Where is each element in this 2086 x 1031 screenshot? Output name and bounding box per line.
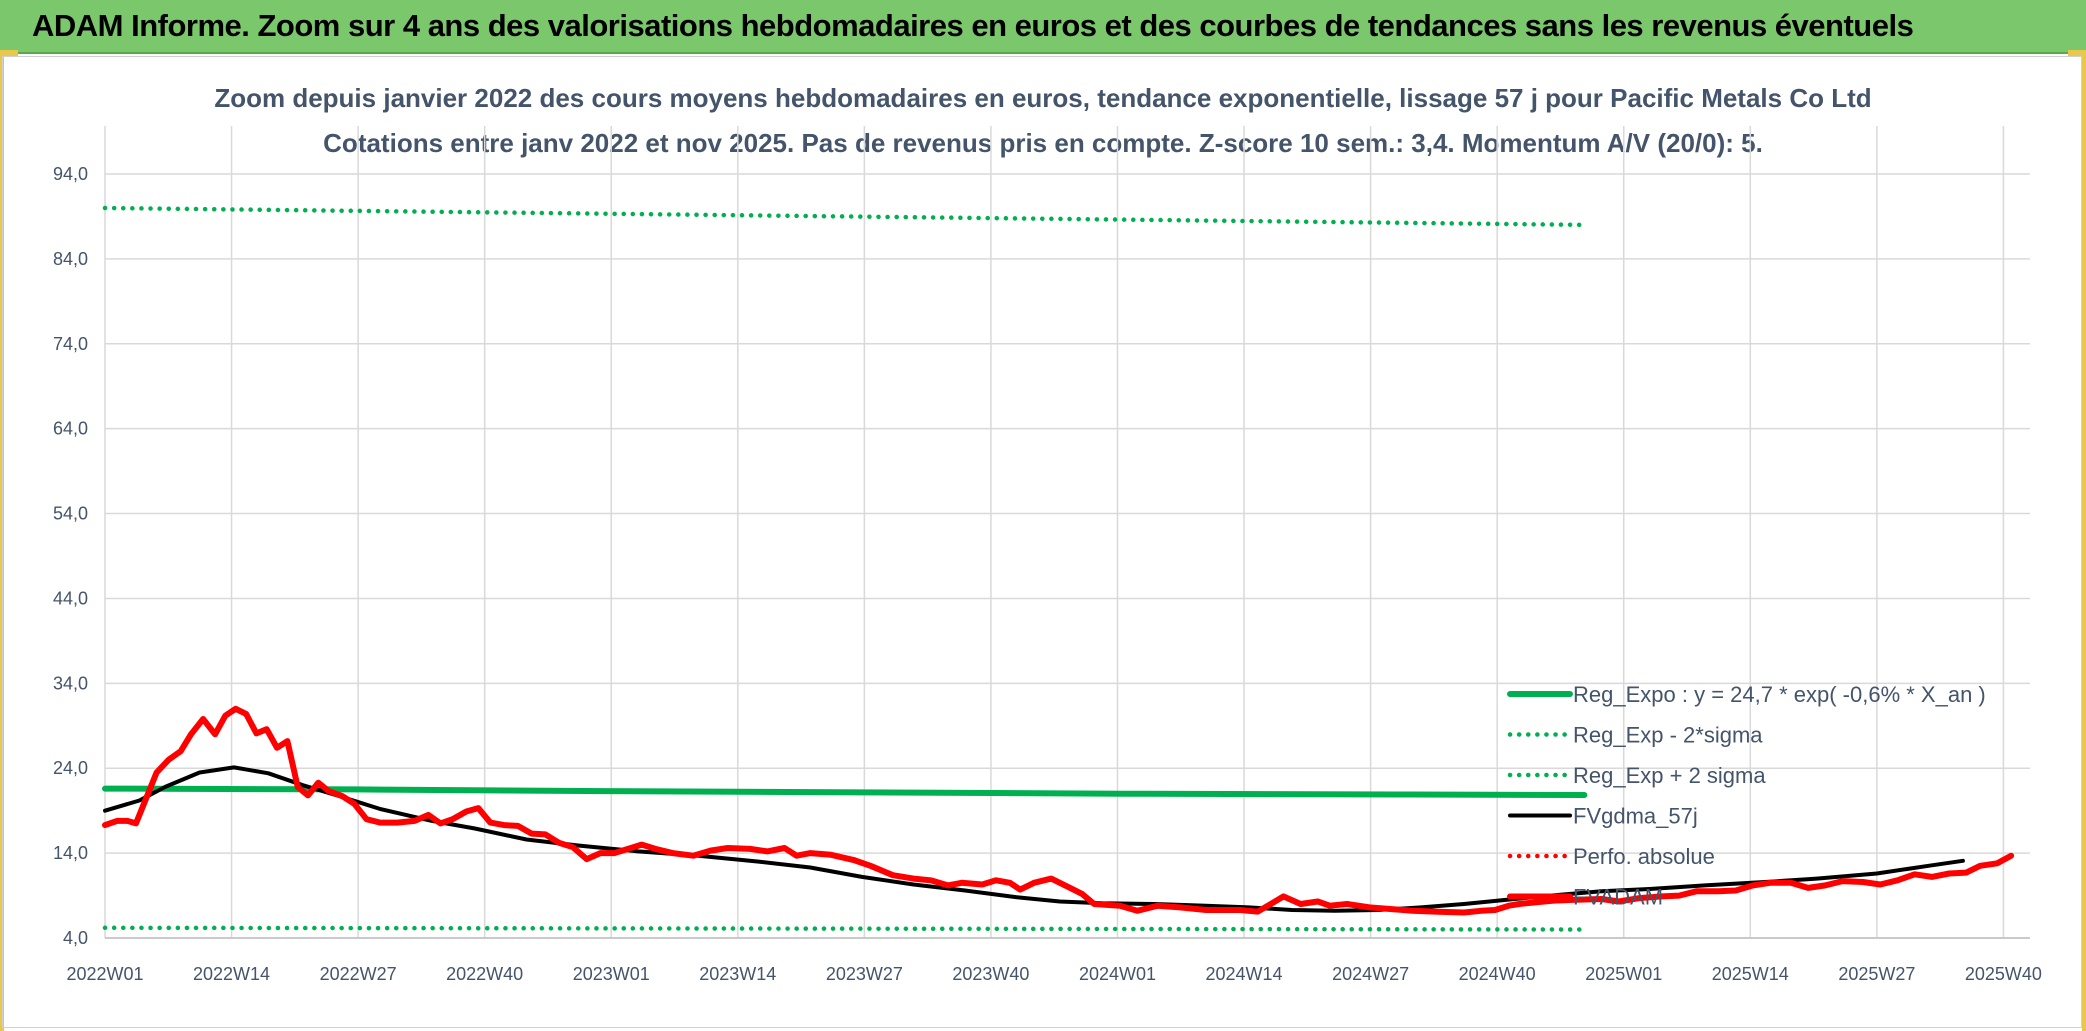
x-tick-label: 2024W27 [1332,964,1409,984]
x-tick-label: 2022W27 [320,964,397,984]
legend-label: FVgdma_57j [1573,804,1698,829]
header-banner: ADAM Informe. Zoom sur 4 ans des valoris… [0,0,2086,54]
y-tick-label: 84,0 [53,249,88,269]
legend-label: Reg_Expo : y = 24,7 * exp( -0,6% * X_an … [1573,682,1986,707]
chart-title: Zoom depuis janvier 2022 des cours moyen… [214,83,1871,113]
x-tick-label: 2023W40 [952,964,1029,984]
series-line-1 [102,925,1587,932]
y-tick-label: 34,0 [53,673,88,693]
legend-label: Reg_Exp + 2 sigma [1573,763,1766,788]
x-tick-label: 2022W01 [66,964,143,984]
y-tick-label: 54,0 [53,504,88,524]
y-tick-label: 4,0 [63,928,88,948]
gridlines [104,126,2030,939]
series-line-5 [102,705,2015,916]
banner-accent-right [2068,50,2086,56]
x-tick-label: 2023W14 [699,964,776,984]
series-line-0 [102,785,1588,798]
banner-title: ADAM Informe. Zoom sur 4 ans des valoris… [32,8,1914,43]
y-tick-label: 64,0 [53,419,88,439]
series-line-2 [102,205,1587,228]
x-tick-label: 2025W40 [1965,964,2042,984]
x-tick-label: 2022W40 [446,964,523,984]
x-tick-label: 2024W40 [1459,964,1536,984]
x-axis: 2022W01 2022W14 2022W27 2022W40 2023W01 2023W… [66,964,2041,984]
x-tick-label: 2023W27 [826,964,903,984]
legend-label: FVADAM [1573,885,1663,910]
x-tick-label: 2022W14 [193,964,270,984]
x-tick-label: 2025W01 [1585,964,1662,984]
banner-accent-left [0,50,18,56]
chart-subtitle: Cotations entre janv 2022 et nov 2025. P… [323,128,1763,158]
legend-label: Perfo. absolue [1573,844,1715,869]
legend: Reg_Expo : y = 24,7 * exp( -0,6% * X_an … [1507,682,1986,910]
y-tick-label: 24,0 [53,758,88,778]
legend-label: Reg_Exp - 2*sigma [1573,723,1763,748]
chart-area-border [2,56,2082,1028]
series-lines [102,205,2015,932]
x-tick-label: 2024W14 [1206,964,1283,984]
y-tick-label: 44,0 [53,588,88,608]
side-accent-right [2082,56,2086,1031]
x-tick-label: 2023W01 [573,964,650,984]
x-tick-label: 2024W01 [1079,964,1156,984]
y-axis: 4,0 14,0 24,0 34,0 44,0 54,0 64,0 74,0 84,0 94,0 [53,164,88,948]
x-tick-label: 2025W14 [1712,964,1789,984]
x-tick-label: 2025W27 [1838,964,1915,984]
y-tick-label: 74,0 [53,334,88,354]
y-tick-label: 94,0 [53,164,88,184]
y-tick-label: 14,0 [53,843,88,863]
